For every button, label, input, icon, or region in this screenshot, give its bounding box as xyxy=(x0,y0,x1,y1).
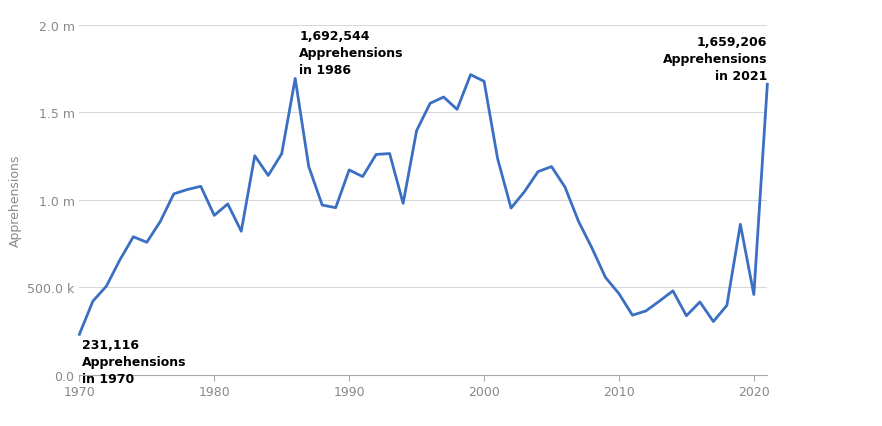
Y-axis label: Apprehensions: Apprehensions xyxy=(9,154,22,246)
Text: 231,116
Apprehensions
in 1970: 231,116 Apprehensions in 1970 xyxy=(82,338,187,385)
Text: 1,659,206
Apprehensions
in 2021: 1,659,206 Apprehensions in 2021 xyxy=(663,36,767,83)
Text: 1,692,544
Apprehensions
in 1986: 1,692,544 Apprehensions in 1986 xyxy=(299,30,404,77)
